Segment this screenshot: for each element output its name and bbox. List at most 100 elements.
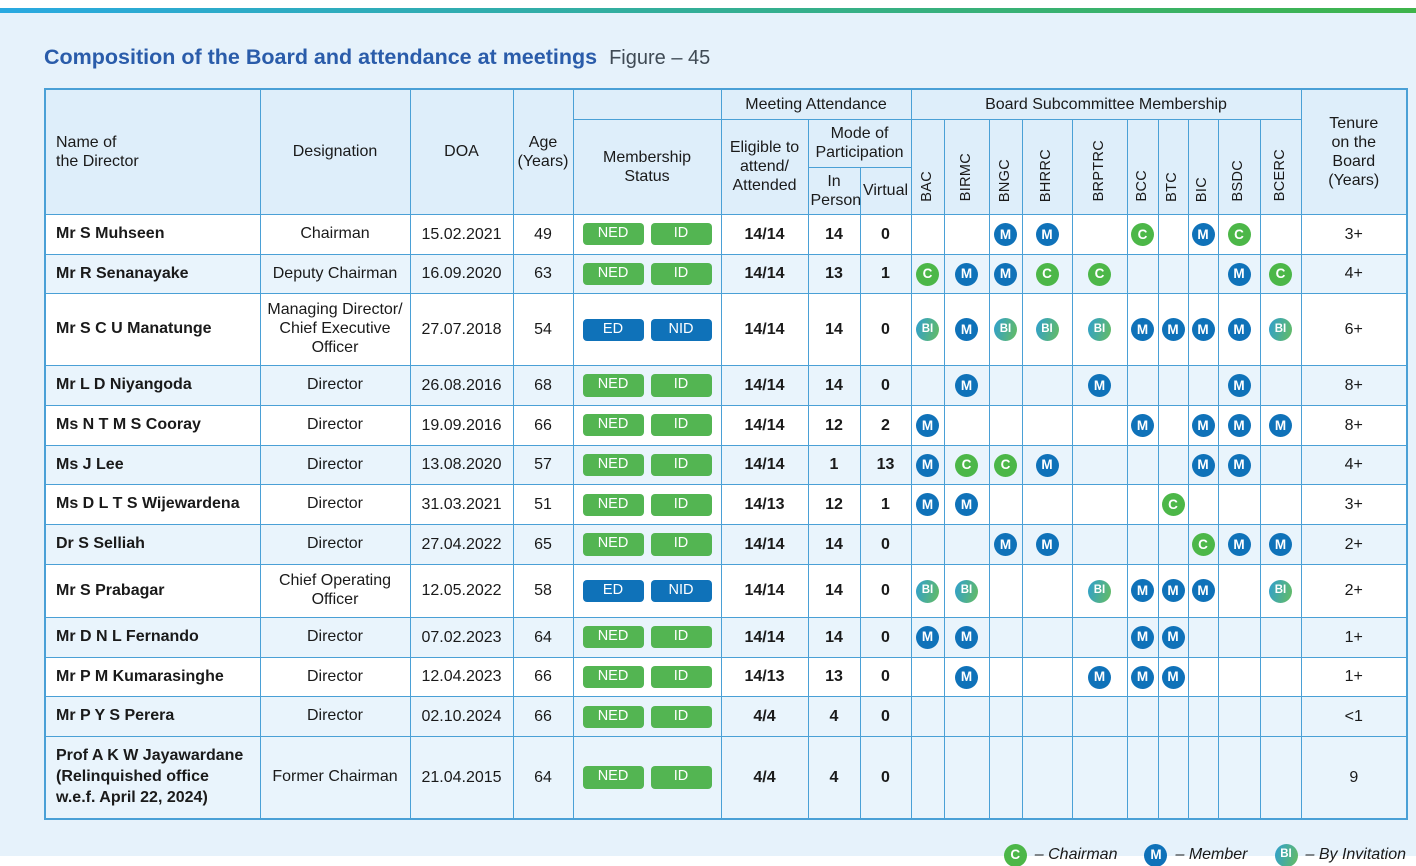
committee-cell-brptrc: [1071, 444, 1128, 486]
group-header-mode-of-participation: Mode of Participation: [807, 118, 912, 168]
membership-status-cell: NED ID: [572, 253, 722, 295]
tenure-cell: 3+: [1300, 213, 1408, 255]
committee-cell-birmc: BI: [943, 564, 990, 618]
member-badge: M: [1191, 579, 1215, 603]
committee-cell-bcc: M: [1126, 564, 1159, 618]
committee-cell-bac: [910, 213, 945, 255]
virtual-cell: 0: [859, 656, 912, 698]
eligible-attended-cell: 14/14: [720, 444, 809, 486]
committee-cell-bngc: [988, 736, 1023, 820]
member-badge: M: [916, 453, 939, 477]
membership-status-cell: NED ID: [572, 404, 722, 446]
by-invitation-badge: BI: [955, 579, 978, 603]
member-badge: M: [1144, 843, 1168, 866]
chairman-badge: C: [1131, 222, 1154, 246]
committee-cell-bsdc: [1217, 736, 1261, 820]
in-person-cell: 14: [807, 213, 861, 255]
tenure-cell: 8+: [1300, 404, 1408, 446]
committee-cell-bhrrc: [1021, 365, 1073, 406]
committee-cell-birmc: M: [943, 365, 990, 406]
abbreviation-note: DOA – Date of Appointment, ED – Executiv…: [44, 836, 680, 866]
membership-badges: NED ID: [576, 223, 719, 246]
committee-cell-birmc: [943, 736, 990, 820]
member-badge: M: [1131, 625, 1154, 649]
committee-cell-bngc: M: [988, 524, 1023, 566]
member-badge: M: [1227, 413, 1251, 437]
committee-cell-brptrc: M: [1071, 656, 1128, 698]
by-invitation-badge: BI: [1088, 318, 1111, 342]
committee-cell-btc: [1157, 253, 1189, 295]
col-header-bhrrc: BHRRC: [1021, 118, 1073, 215]
legend-label: – By Invitation: [1305, 846, 1407, 864]
committee-cell-bsdc: [1217, 484, 1261, 526]
committee-cell-birmc: M: [943, 293, 990, 367]
membership-status-cell: NED ID: [572, 365, 722, 406]
membership-badge: ID: [650, 766, 712, 789]
eligible-attended-cell: 14/14: [720, 213, 809, 255]
name-cell: Prof A K W Jayawardane (Relinquished off…: [44, 736, 261, 820]
doa-cell: 26.08.2016: [409, 365, 514, 406]
membership-status-cell: NED ID: [572, 736, 722, 820]
virtual-cell: 1: [859, 253, 912, 295]
membership-badges: NED ID: [576, 665, 719, 689]
name-cell: Ms J Lee: [44, 444, 261, 486]
committee-cell-brptrc: [1071, 484, 1128, 526]
committee-cell-brptrc: BI: [1071, 564, 1128, 618]
committee-cell-bcerc: BI: [1259, 564, 1302, 618]
table-footer: DOA – Date of Appointment, ED – Executiv…: [44, 836, 1406, 866]
legend-item: M – Member: [1144, 843, 1248, 866]
chairman-badge: C: [1003, 843, 1027, 866]
committee-cell-bhrrc: M: [1021, 524, 1073, 566]
committee-cell-bcc: M: [1126, 656, 1159, 698]
membership-badge: ID: [650, 223, 712, 246]
committee-cell-bic: M: [1187, 293, 1219, 367]
committee-cell-bngc: M: [988, 213, 1023, 255]
committee-cell-bsdc: M: [1217, 444, 1261, 486]
membership-badges: NED ID: [576, 626, 719, 649]
committee-cell-btc: [1157, 365, 1189, 406]
committee-cell-bic: [1187, 484, 1219, 526]
content-panel: Composition of the Board and attendance …: [0, 13, 1416, 866]
doa-cell: 13.08.2020: [409, 444, 514, 486]
committee-cell-bsdc: M: [1217, 293, 1261, 367]
doa-cell: 27.07.2018: [409, 293, 514, 367]
chairman-badge: C: [1161, 493, 1185, 517]
committee-cell-bngc: [988, 365, 1023, 406]
col-header-birmc: BIRMC: [943, 118, 990, 215]
chairman-badge: C: [1269, 262, 1292, 286]
committee-cell-btc: C: [1157, 484, 1189, 526]
membership-badge: NED: [582, 665, 644, 689]
title-row: Composition of the Board and attendance …: [0, 13, 1416, 70]
committee-cell-bcerc: [1259, 736, 1302, 820]
col-header-doa: DOA: [409, 88, 514, 215]
member-badge: M: [1269, 533, 1292, 557]
col-header-membership-spacer: [572, 88, 722, 120]
designation-cell: Director: [259, 524, 411, 566]
director-row: Mr R Senanayake Deputy Chairman 16.09.2020…: [44, 253, 1408, 295]
table-body: Mr S Muhseen Chairman 15.02.2021 49 NED ID 14/…: [44, 213, 1408, 820]
virtual-cell: 2: [859, 404, 912, 446]
name-cell: Mr S Muhseen: [44, 213, 261, 255]
eligible-attended-cell: 4/4: [720, 696, 809, 738]
membership-status-cell: ED NID: [572, 564, 722, 618]
committee-cell-bac: M: [910, 616, 945, 658]
tenure-cell: 2+: [1300, 524, 1408, 566]
committee-cell-brptrc: [1071, 524, 1128, 566]
committee-cell-bcerc: M: [1259, 524, 1302, 566]
designation-cell: Chairman: [259, 213, 411, 255]
figure-label: Figure – 45: [609, 47, 711, 69]
committee-cell-bcc: [1126, 736, 1159, 820]
member-badge: M: [1269, 413, 1292, 437]
virtual-cell: 0: [859, 564, 912, 618]
director-row: Mr L D Niyangoda Director 26.08.2016 68 NED I…: [44, 365, 1408, 406]
committee-cell-bac: M: [910, 444, 945, 486]
legend-label: – Chairman: [1034, 846, 1118, 864]
director-row: Mr P Y S Perera Director 02.10.2024 66 NED ID…: [44, 696, 1408, 738]
age-cell: 54: [512, 293, 574, 367]
virtual-cell: 0: [859, 616, 912, 658]
committee-cell-bngc: [988, 484, 1023, 526]
committee-cell-bic: M: [1187, 213, 1219, 255]
designation-cell: Director: [259, 656, 411, 698]
committee-cell-birmc: [943, 404, 990, 446]
committee-cell-bhrrc: C: [1021, 253, 1073, 295]
